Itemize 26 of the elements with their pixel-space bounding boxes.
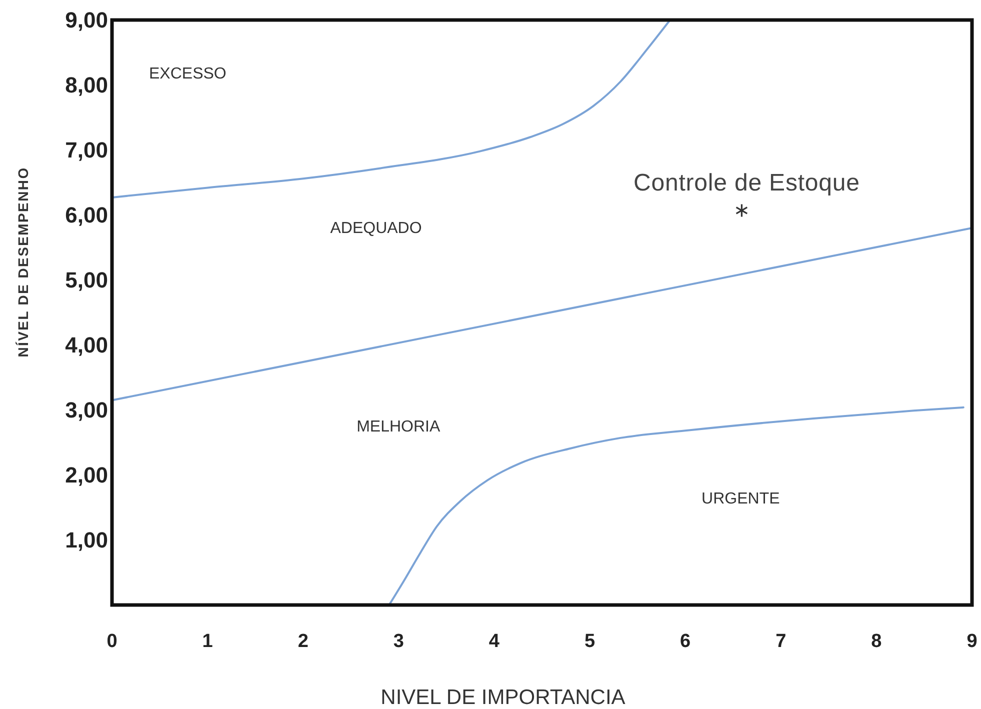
y-tick-label: 7,00 [65, 138, 108, 162]
y-axis-title: NÍVEL DE DESEMPENHO [15, 166, 31, 358]
y-tick-label: 3,00 [65, 398, 108, 422]
series-label: Controle de Estoque [634, 169, 860, 196]
x-tick-label: 5 [584, 631, 596, 652]
annotation: ADEQUADO [330, 220, 422, 237]
y-tick-label: 4,00 [65, 332, 108, 358]
x-tick-label: 4 [488, 631, 500, 652]
y-tick-label: 9,00 [65, 8, 108, 32]
x-tick-label: 7 [776, 631, 786, 652]
annotation: EXCESSO [149, 65, 226, 82]
y-tick-label: 5,00 [65, 268, 108, 292]
y-tick-label: 2,00 [65, 462, 108, 488]
x-tick-label: 6 [680, 631, 691, 652]
annotation: URGENTE [702, 490, 780, 508]
x-tick-label: 2 [298, 631, 308, 652]
annotation: MELHORIA [356, 418, 440, 436]
y-tick-label: 1,00 [65, 528, 108, 552]
x-axis-title: NIVEL DE IMPORTANCIA [380, 686, 626, 709]
x-tick-label: 8 [871, 631, 882, 652]
x-tick-label: 0 [106, 631, 118, 652]
y-tick-label: 6,00 [65, 202, 108, 228]
y-tick-label: 8,00 [65, 72, 108, 98]
x-tick-label: 1 [202, 631, 214, 652]
x-tick-label: 9 [966, 631, 978, 652]
x-tick-label: 3 [393, 631, 404, 652]
